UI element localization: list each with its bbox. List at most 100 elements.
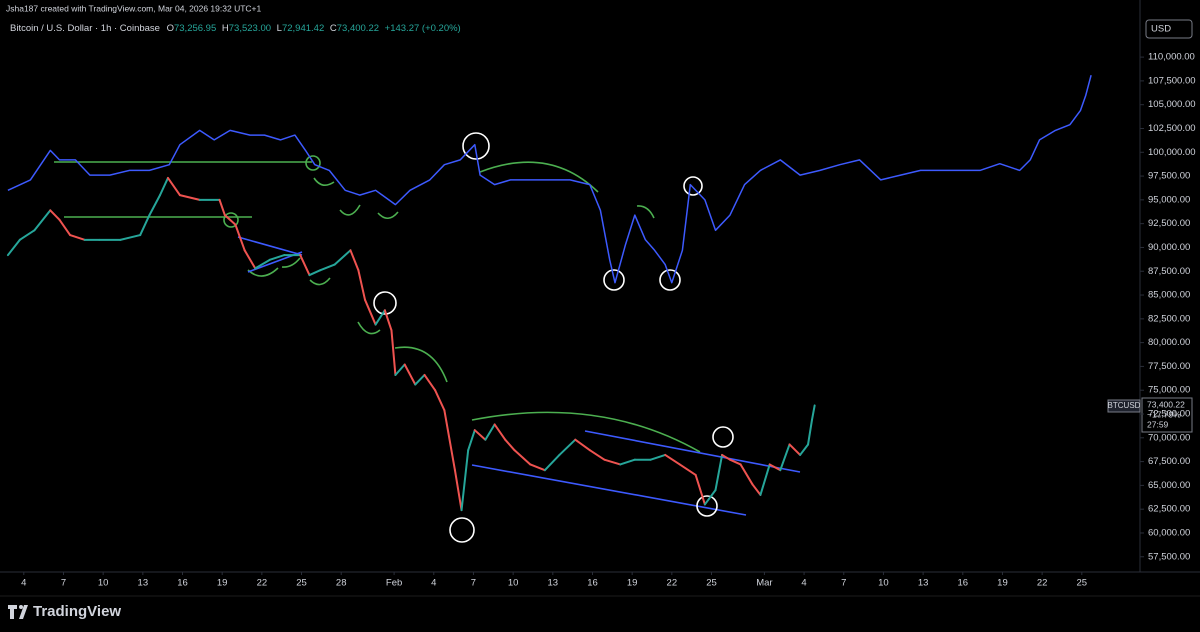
x-tick-label: 22	[667, 578, 678, 589]
y-tick-label: 105,000.00	[1148, 99, 1196, 110]
y-tick-label: 72,500.00	[1148, 409, 1190, 420]
x-tick-label: 7	[841, 578, 846, 589]
brand-logo	[8, 605, 28, 619]
price-segment	[254, 258, 271, 270]
green-circle	[305, 155, 321, 171]
ohlc-key: H	[222, 23, 229, 34]
price-segment	[751, 483, 762, 496]
currency-button[interactable]	[1145, 19, 1193, 39]
y-tick-label: 110,000.00	[1148, 52, 1195, 63]
price-segment	[243, 249, 257, 270]
circle	[696, 495, 718, 517]
ohlc-value: 73,523.00	[229, 23, 271, 34]
price-segment	[159, 176, 169, 197]
ohlc-key: C	[330, 23, 337, 34]
y-tick-label: 57,500.00	[1148, 551, 1190, 562]
arc	[471, 411, 701, 453]
price-segment	[493, 423, 507, 441]
price-segment	[166, 176, 181, 197]
price-segment	[779, 443, 791, 472]
green-circle	[223, 212, 239, 228]
y-tick-label: 95,000.00	[1148, 194, 1190, 205]
ohlc-value: 73,256.95	[174, 23, 216, 34]
ohlc-value: 72,941.42	[282, 23, 324, 34]
price-tag-change: −17.79%	[1147, 409, 1181, 419]
price-segment	[558, 438, 577, 456]
price-segment	[529, 463, 546, 472]
brand-logo-dot	[19, 605, 23, 609]
y-tick-label: 80,000.00	[1148, 337, 1190, 348]
x-tick-label: 19	[997, 578, 1008, 589]
x-tick-label: 22	[1037, 578, 1048, 589]
price-segment	[333, 249, 352, 266]
x-tick-label: 10	[878, 578, 889, 589]
price-segment	[394, 363, 406, 376]
price-tag	[1141, 397, 1193, 433]
price-segment	[484, 423, 496, 441]
price-segment	[759, 463, 771, 496]
x-tick-label: 25	[296, 578, 307, 589]
arc	[394, 346, 448, 383]
y-tick-label: 70,000.00	[1148, 432, 1190, 443]
price-segment	[678, 463, 697, 476]
price-segment	[423, 373, 437, 392]
arc	[309, 277, 331, 286]
price-segment	[234, 223, 246, 252]
trend-line	[237, 236, 303, 256]
price-segment	[473, 429, 487, 441]
arc	[281, 257, 301, 268]
x-tick-label: 10	[98, 578, 109, 589]
x-tick-label: 19	[217, 578, 228, 589]
price-segment	[694, 473, 706, 506]
y-tick-label: 85,000.00	[1148, 290, 1190, 301]
y-tick-label: 77,500.00	[1148, 361, 1190, 372]
price-segment	[543, 453, 561, 472]
x-tick-label: 4	[431, 578, 436, 589]
price-segment	[460, 449, 470, 512]
x-tick-label: 16	[957, 578, 968, 589]
x-tick-label: 25	[1077, 578, 1088, 589]
circle	[712, 426, 734, 448]
y-tick-label: 100,000.00	[1148, 147, 1196, 158]
price-segment	[799, 443, 810, 456]
symbol-tag	[1107, 399, 1141, 413]
x-tick-label: 13	[138, 578, 149, 589]
y-tick-label: 67,500.00	[1148, 456, 1190, 467]
price-segment	[443, 409, 456, 472]
arc	[357, 321, 381, 335]
x-tick-label: 10	[508, 578, 519, 589]
x-tick-label: 7	[471, 578, 476, 589]
price-segment	[807, 418, 814, 446]
x-tick-label: 7	[61, 578, 66, 589]
price-segment	[703, 489, 717, 506]
brand-name: TradingView	[33, 603, 121, 620]
x-tick-label: 4	[801, 578, 806, 589]
price-segment	[223, 214, 237, 226]
trend-line	[584, 430, 801, 473]
x-tick-label: 19	[627, 578, 638, 589]
y-tick-label: 107,500.00	[1148, 75, 1196, 86]
x-tick-label: 16	[587, 578, 598, 589]
price-segment	[768, 463, 782, 472]
currency[interactable]: USD	[1151, 24, 1171, 35]
price-segment	[574, 438, 591, 452]
y-tick-label: 82,500.00	[1148, 313, 1190, 324]
price-segment	[178, 194, 201, 201]
circle	[373, 291, 397, 315]
price-segment	[414, 373, 426, 386]
y-tick-label: 92,500.00	[1148, 218, 1190, 229]
ohlc-value: 73,400.22	[337, 23, 379, 34]
price-segment	[811, 404, 816, 421]
price-segment	[218, 198, 226, 217]
price-segment	[664, 453, 681, 466]
change: +143.27 (+0.20%)	[385, 23, 461, 34]
arc	[636, 205, 655, 219]
price-segment	[721, 453, 732, 461]
x-tick-label: 28	[336, 578, 347, 589]
x-tick-label: 4	[21, 578, 26, 589]
price-segment	[453, 469, 463, 512]
price-segment	[6, 238, 21, 257]
price-segment	[513, 449, 532, 466]
x-tick-label: 16	[177, 578, 188, 589]
